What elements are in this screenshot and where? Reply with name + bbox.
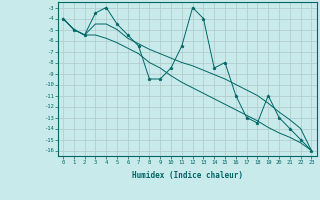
X-axis label: Humidex (Indice chaleur): Humidex (Indice chaleur) bbox=[132, 171, 243, 180]
